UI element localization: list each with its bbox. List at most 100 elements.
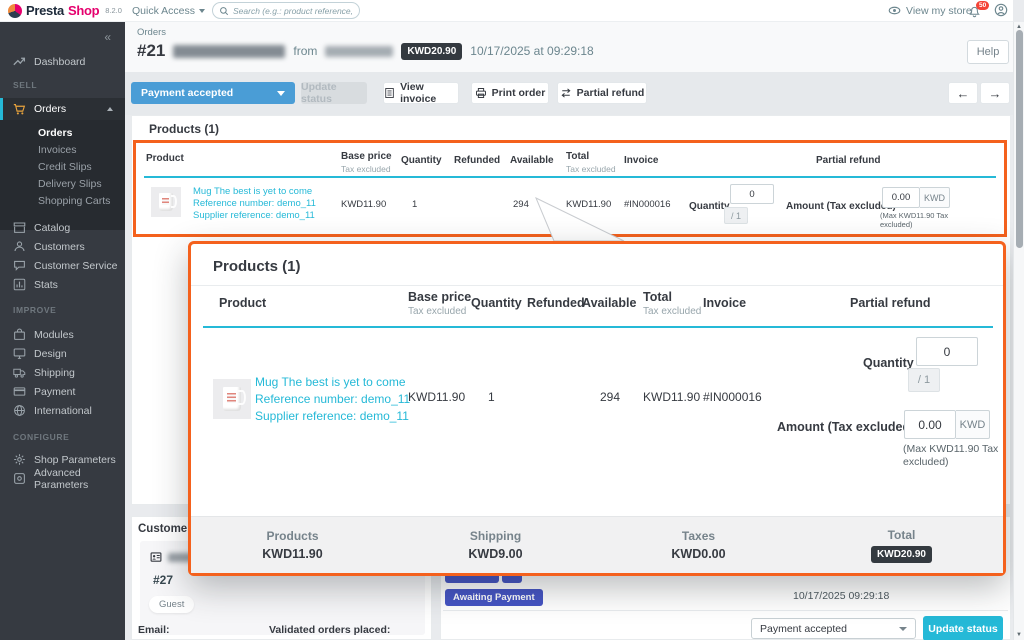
bell-icon <box>969 6 980 18</box>
sidebar-item-payment[interactable]: Payment <box>0 382 125 401</box>
chevron-down-icon <box>199 9 206 13</box>
orders-submenu-background <box>0 98 125 230</box>
product-name-link[interactable]: Mug The best is yet to come <box>255 375 406 389</box>
sidebar-item-design[interactable]: Design <box>0 344 125 363</box>
scrollbar-thumb[interactable] <box>1016 30 1023 248</box>
sidebar-item-label: Customer Service <box>34 259 118 272</box>
submenu-item-delivery-slips[interactable]: Delivery Slips <box>38 177 102 190</box>
prestashop-logo-icon <box>8 3 22 18</box>
totals-taxes-label: Taxes <box>681 529 716 543</box>
divider <box>191 285 1003 286</box>
notification-count-badge: 50 <box>976 1 990 10</box>
submenu-item-orders[interactable]: Orders <box>38 126 73 139</box>
page-scrollbar[interactable]: ▲ ▼ <box>1013 22 1024 640</box>
printer-icon <box>475 88 486 98</box>
product-supplier-reference: Supplier reference: demo_11 <box>255 409 409 423</box>
sidebar-item-international[interactable]: International <box>0 401 125 420</box>
view-invoice-button[interactable]: View invoice <box>383 81 459 105</box>
notifications-button[interactable]: 50 <box>968 1 990 18</box>
refund-quantity-max: / 1 <box>724 207 748 224</box>
submenu-item-shopping-carts[interactable]: Shopping Carts <box>38 194 111 207</box>
totals-shipping-value: KWD9.00 <box>468 547 523 561</box>
redacted-order-reference <box>173 44 286 58</box>
order-totals-footer: Products KWD11.90 Shipping KWD9.00 Taxes… <box>191 516 1003 573</box>
previous-order-button[interactable]: ← <box>948 82 978 104</box>
col-header-invoice: Invoice <box>703 296 747 310</box>
update-status-button-disabled[interactable]: Update status <box>301 81 367 105</box>
print-order-button[interactable]: Print order <box>471 82 549 104</box>
prestashop-logo[interactable]: Presta Shop 8.2.0 <box>8 3 122 18</box>
totals-products-label: Products <box>266 529 319 543</box>
refund-quantity-input[interactable] <box>916 337 978 366</box>
view-my-store-link[interactable]: View my store <box>888 4 972 17</box>
submenu-item-invoices[interactable]: Invoices <box>38 143 77 156</box>
globe-icon <box>14 405 25 416</box>
sidebar-collapse-icon[interactable]: « <box>104 30 111 44</box>
status-change-select[interactable]: Payment accepted <box>751 618 916 639</box>
breadcrumb[interactable]: Orders <box>137 27 167 38</box>
products-section-title: Products (1) <box>213 258 301 275</box>
quick-access-menu[interactable]: Quick Access <box>132 5 206 17</box>
chat-icon <box>14 260 25 271</box>
monitor-icon <box>13 348 26 359</box>
next-order-button[interactable]: → <box>980 82 1010 104</box>
partial-status-badge <box>445 576 499 583</box>
cell-quantity: 1 <box>488 390 495 404</box>
product-name-link[interactable]: Mug The best is yet to come <box>193 186 313 197</box>
guest-badge-wrap: Guest <box>149 594 195 613</box>
sidebar-item-shipping[interactable]: Shipping <box>0 363 125 382</box>
bar-chart-icon <box>13 278 26 291</box>
sidebar-item-catalog[interactable]: Catalog <box>0 218 125 237</box>
sidebar-item-label: Shipping <box>34 366 75 379</box>
sidebar-item-label: Shop Parameters <box>34 453 116 466</box>
eye-icon <box>888 6 901 15</box>
sidebar-item-stats[interactable]: Stats <box>0 275 125 294</box>
col-header-invoice: Invoice <box>624 155 659 166</box>
currency-addon: KWD <box>920 187 950 208</box>
sidebar-item-label: Stats <box>34 278 58 291</box>
scroll-down-arrow[interactable]: ▼ <box>1016 632 1022 638</box>
submenu-item-credit-slips[interactable]: Credit Slips <box>38 160 92 173</box>
sidebar-item-shop-parameters[interactable]: Shop Parameters <box>0 450 125 469</box>
chevron-down-icon <box>277 90 285 96</box>
sidebar-item-customer-service[interactable]: Customer Service <box>0 256 125 275</box>
cell-available: 294 <box>600 390 621 404</box>
partial-refund-button[interactable]: Partial refund <box>557 82 647 104</box>
refund-quantity-label: Quantity <box>689 201 730 212</box>
col-header-available: Available <box>582 296 637 310</box>
global-search[interactable] <box>212 2 360 19</box>
order-status-select[interactable]: Payment accepted <box>131 82 295 104</box>
product-details[interactable]: Mug The best is yet to come Reference nu… <box>193 186 316 222</box>
sidebar-item-customers[interactable]: Customers <box>0 237 125 256</box>
cart-icon <box>13 103 26 114</box>
refund-quantity-input[interactable] <box>730 184 774 204</box>
refund-amount-input[interactable] <box>904 410 956 439</box>
status-change-select-value: Payment accepted <box>760 622 847 635</box>
search-input[interactable] <box>233 5 353 16</box>
update-status-button[interactable]: Update status <box>923 616 1003 640</box>
product-reference: Reference number: demo_11 <box>193 198 316 209</box>
cell-base-price: KWD11.90 <box>408 390 466 404</box>
scroll-up-arrow[interactable]: ▲ <box>1016 24 1022 30</box>
product-details[interactable]: Mug The best is yet to come Reference nu… <box>255 374 410 425</box>
product-supplier-reference: Supplier reference: demo_11 <box>193 210 315 221</box>
sidebar-item-dashboard[interactable]: Dashboard <box>0 52 125 71</box>
product-thumbnail <box>151 187 181 217</box>
sidebar-item-label: Orders <box>34 103 67 115</box>
cell-base-price: KWD11.90 <box>341 199 387 210</box>
quick-access-label: Quick Access <box>132 5 196 17</box>
help-button[interactable]: Help <box>967 40 1009 64</box>
customer-id-link[interactable]: #27 <box>153 573 174 587</box>
account-menu-button[interactable] <box>994 3 1008 17</box>
sidebar-section-improve: IMPROVE <box>13 305 57 315</box>
magnifier-callout-pointer <box>535 196 625 241</box>
awaiting-payment-row: Awaiting Payment <box>445 587 543 606</box>
partial-refund-label: Partial refund <box>576 87 645 99</box>
refund-quantity-label: Quantity <box>863 356 914 370</box>
sidebar-item-advanced-parameters[interactable]: Advanced Parameters <box>0 467 125 491</box>
refund-amount-input[interactable] <box>882 187 920 208</box>
sidebar-item-modules[interactable]: Modules <box>0 325 125 344</box>
person-icon <box>994 3 1008 17</box>
sidebar-item-orders[interactable]: Orders <box>0 98 125 120</box>
